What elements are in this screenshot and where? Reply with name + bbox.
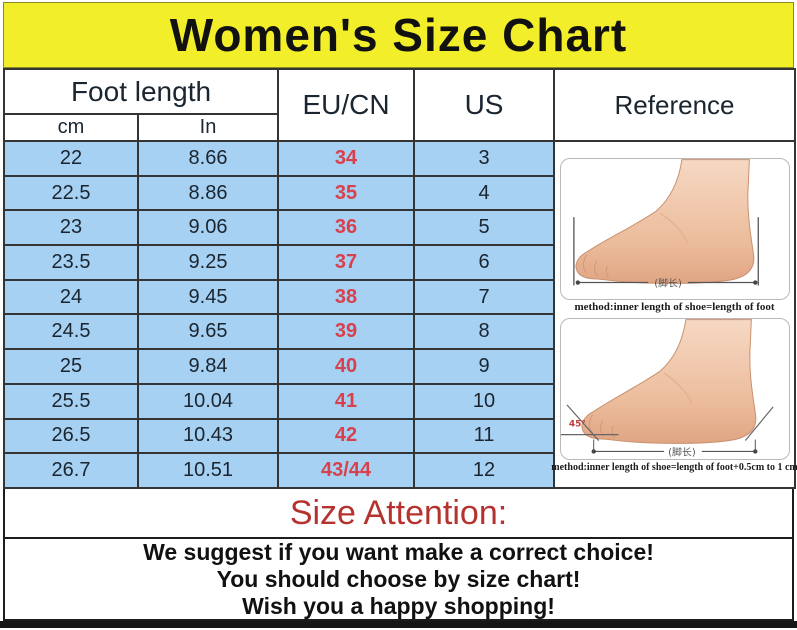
cell-eu: 41 — [277, 382, 416, 420]
cell-in: 8.66 — [136, 140, 280, 177]
foot-image-card-2: 45° (脚长) — [559, 317, 790, 460]
cell-eu: 40 — [277, 348, 416, 385]
foot-measurement-diagram-2: 45° (脚长) method:inner len — [551, 315, 797, 475]
size-attention-heading: Size Attention: — [289, 493, 508, 532]
chart-title-banner: Women's Size Chart — [3, 2, 794, 68]
diagram-caption: method:inner length of shoe=length of fo… — [574, 300, 775, 313]
foot-measurement-diagram-1: (脚长) method:inner length of shoe=length … — [557, 155, 792, 315]
table-row: 22 8.66 34 3 — [3, 140, 797, 489]
cell-in: 8.86 — [136, 174, 280, 212]
cell-in: 9.84 — [136, 348, 280, 385]
diagram-caption: method:inner length of shoe=length of fo… — [551, 461, 797, 473]
cell-in: 10.04 — [136, 382, 280, 420]
cell-us: 10 — [413, 382, 556, 420]
table-row: 23.5 9.25 37 6 — [3, 244, 795, 281]
table-row: 23 9.06 36 5 — [3, 209, 795, 247]
cell-eu: 39 — [277, 313, 416, 351]
cell-in: 9.45 — [136, 278, 280, 316]
cell-us: 12 — [413, 452, 556, 489]
cell-eu: 36 — [277, 209, 416, 247]
toe-45-line — [566, 403, 599, 441]
cell-eu: 37 — [277, 244, 416, 281]
cell-us: 4 — [413, 174, 556, 212]
suggestion-line-3: Wish you a happy shopping! — [242, 592, 555, 619]
cell-eu: 42 — [277, 417, 416, 455]
cell-us: 9 — [413, 348, 556, 385]
cell-cm: 26.7 — [3, 452, 139, 489]
heel-45-line — [744, 405, 774, 441]
cell-in: 10.51 — [136, 452, 280, 489]
cell-cm: 24.5 — [3, 313, 139, 351]
header-reference: Reference — [553, 68, 797, 142]
table-row: 26.5 10.43 42 11 — [3, 417, 795, 455]
table-row: 25.5 10.04 41 10 — [3, 382, 795, 420]
angle-label: 45° — [568, 419, 585, 429]
cell-in: 10.43 — [136, 417, 280, 455]
header-cm: cm — [3, 113, 139, 142]
cell-cm: 25.5 — [3, 382, 139, 420]
arrow-label: (脚长) — [668, 445, 696, 458]
cell-eu: 34 — [277, 140, 416, 177]
cell-cm: 24 — [3, 278, 139, 316]
cell-us: 6 — [413, 244, 556, 281]
table-row: 24.5 9.65 39 8 — [3, 313, 795, 351]
table-row: 24 9.45 38 7 — [3, 278, 795, 316]
suggestion-block: We suggest if you want make a correct ch… — [3, 539, 794, 621]
cell-us: 3 — [413, 140, 556, 177]
cell-cm: 23 — [3, 209, 139, 247]
cell-us: 5 — [413, 209, 556, 247]
cell-us: 8 — [413, 313, 556, 351]
reference-cell: (脚长) method:inner length of shoe=length … — [551, 140, 797, 489]
table-row: 26.7 10.51 43/44 12 — [3, 452, 795, 489]
cell-us: 7 — [413, 278, 556, 316]
cell-eu: 38 — [277, 278, 416, 316]
cell-cm: 25 — [3, 348, 139, 385]
cell-cm: 23.5 — [3, 244, 139, 281]
suggestion-line-2: You should choose by size chart! — [216, 565, 581, 592]
cell-eu: 43/44 — [277, 452, 416, 489]
cell-cm: 26.5 — [3, 417, 139, 455]
table-row: 25 9.84 40 9 — [3, 348, 795, 385]
cell-cm: 22 — [3, 140, 139, 177]
arrow-label: (脚长) — [654, 276, 682, 289]
cell-eu: 35 — [277, 174, 416, 212]
foot-side-view-45deg-icon: 45° (脚长) — [560, 318, 774, 458]
cell-us: 11 — [413, 417, 556, 455]
header-foot-length: Foot length — [2, 68, 280, 115]
size-chart-table: Foot length EU/CN US Reference cm In 22 … — [2, 68, 797, 489]
cell-in: 9.25 — [136, 244, 280, 281]
cell-in: 9.06 — [136, 209, 280, 247]
header-eu-cn: EU/CN — [277, 68, 416, 142]
cell-in: 9.65 — [136, 313, 280, 351]
header-us: US — [413, 68, 556, 142]
bottom-divider-bar — [0, 621, 797, 628]
header-in: In — [136, 113, 280, 142]
foot-side-view-icon: (脚长) — [572, 158, 759, 289]
table-row: 22.5 8.86 35 4 — [3, 174, 795, 212]
cell-cm: 22.5 — [3, 174, 139, 212]
page-title: Women's Size Chart — [169, 9, 628, 61]
foot-image-card-1: (脚长) — [559, 157, 790, 300]
size-attention-bar: Size Attention: — [3, 489, 794, 539]
suggestion-line-1: We suggest if you want make a correct ch… — [143, 538, 654, 565]
